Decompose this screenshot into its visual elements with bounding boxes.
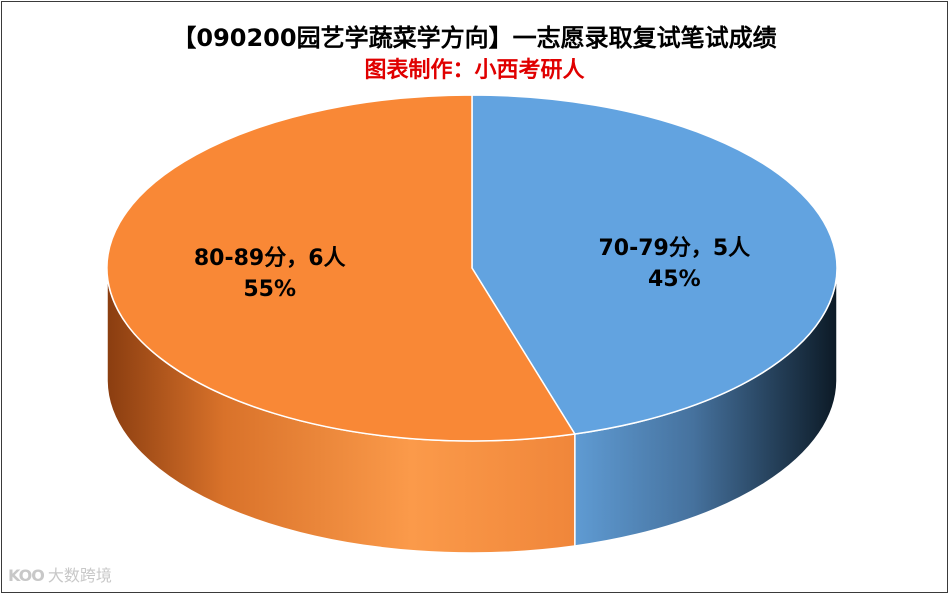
watermark-logo: KOO [8, 566, 45, 585]
data-percent-2: 55% [243, 277, 296, 302]
pie-labels: 70-79分，5人 45% 80-89分，6人 55% [194, 236, 750, 302]
pie-slice-1 [471, 94, 838, 435]
pie-tops [106, 94, 838, 442]
watermark: KOO 大数跨境 [8, 562, 112, 586]
pie-slice-2 [106, 94, 577, 442]
data-percent-1: 45% [648, 267, 701, 292]
chart-subtitle: 图表制作：小西考研人 [364, 58, 585, 83]
watermark-text: 大数跨境 [47, 566, 112, 585]
chart-title: 【090200园艺学蔬菜学方向】一志愿录取复试笔试成绩 [172, 24, 777, 52]
data-label-2: 80-89分，6人 [194, 246, 346, 271]
data-label-1: 70-79分，5人 [598, 236, 750, 261]
